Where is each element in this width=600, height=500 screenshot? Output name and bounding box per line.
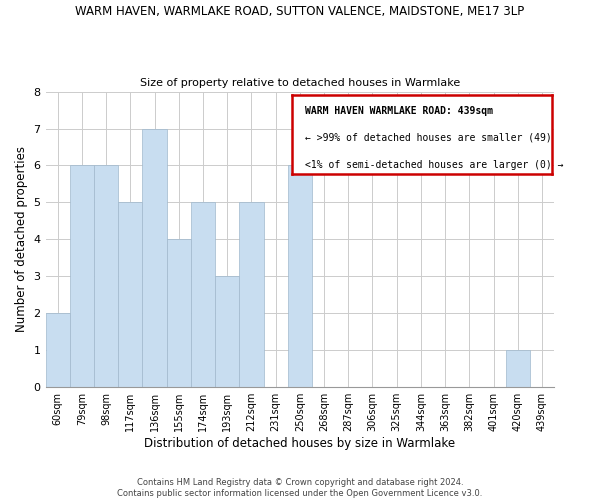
Bar [167,240,191,387]
Bar [118,202,142,387]
Bar [191,202,215,387]
Bar [239,202,263,387]
Bar [142,128,167,387]
Bar [288,166,312,387]
Text: Contains HM Land Registry data © Crown copyright and database right 2024.
Contai: Contains HM Land Registry data © Crown c… [118,478,482,498]
Bar [46,314,70,387]
Title: Size of property relative to detached houses in Warmlake: Size of property relative to detached ho… [140,78,460,88]
Bar [70,166,94,387]
Bar [215,276,239,387]
Bar [94,166,118,387]
Bar [506,350,530,387]
Y-axis label: Number of detached properties: Number of detached properties [15,146,28,332]
X-axis label: Distribution of detached houses by size in Warmlake: Distribution of detached houses by size … [144,437,455,450]
Text: WARM HAVEN, WARMLAKE ROAD, SUTTON VALENCE, MAIDSTONE, ME17 3LP: WARM HAVEN, WARMLAKE ROAD, SUTTON VALENC… [76,5,524,18]
